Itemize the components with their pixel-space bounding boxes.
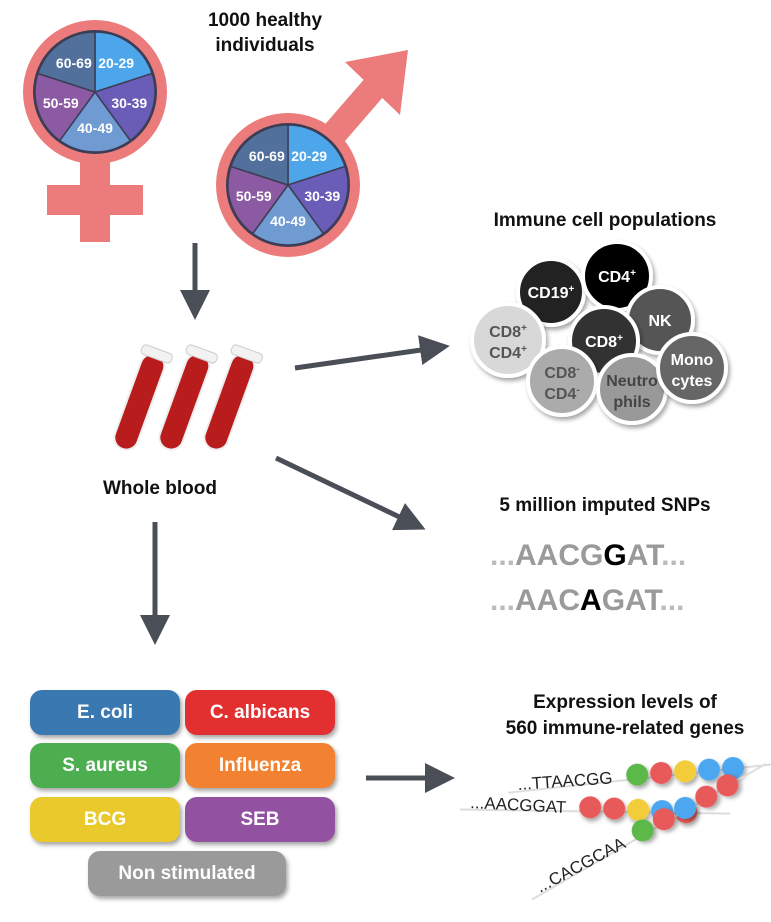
cell-label: CD8+ [585,333,623,351]
expression-bead [674,760,697,783]
expression-title: Expression levels of 560 immune-related g… [505,692,745,739]
cell-population: CD8- CD4- [526,345,598,417]
cell-label: NK [648,313,672,330]
arrow-blood-to-cells [294,335,450,371]
stimulus-s-aureus: S. aureus [30,743,180,788]
gene-strand: ...TTAACGG [508,756,771,794]
male-age-label: 40-49 [270,213,306,229]
gene-sequence: ...CACGCAA [533,833,629,896]
male-pie-slice [286,165,349,235]
female-age-label: 40-49 [77,120,113,136]
stimulus-seb: SEB [185,797,335,842]
immune-cells-title: Immune cell populations [493,210,717,231]
expression-bead [650,761,673,784]
cell-population: CD19+ [516,257,586,327]
whole-blood-label: Whole blood [103,478,217,499]
female-pie-slice [93,72,156,142]
gene-sequence: ...TTAACGG [517,768,613,794]
female-pie-slice [36,31,96,94]
cell-label: CD4+ [598,268,636,286]
expression-bead [631,819,654,842]
cell-label: CD8- [544,364,579,382]
cell-label: CD8+ [489,323,527,341]
stimulus-non-stimulated: Non stimulated [88,851,286,896]
expression-bead [716,774,739,797]
female-age-label: 50-59 [43,95,79,111]
expression-bead [674,796,697,819]
expression-bead [603,797,626,820]
female-age-label: 30-39 [111,95,147,111]
cell-label: CD19+ [528,284,575,302]
expression-bead [698,758,721,781]
expression-bead [652,808,675,831]
cell-label: CD4- [544,385,579,403]
snp-sequence-2: ...AACAGAT... [490,584,684,617]
female-age-label: 20-29 [98,55,134,71]
male-pie-slice [287,124,347,187]
female-pie-slice [58,90,132,153]
snps-title: 5 million imputed SNPs [499,495,711,516]
male-symbol-icon: 20-29 30-39 40-49 50-59 60-69 [216,50,408,257]
expression-bead [721,756,744,779]
expression-bead [626,763,649,786]
male-age-label: 60-69 [249,148,285,164]
female-age-label: 60-69 [56,55,92,71]
cell-label: cytes [672,373,713,390]
male-age-label: 50-59 [236,188,272,204]
cell-label: Mono [671,352,714,369]
expression-bead [695,785,718,808]
snp-sequence-1: ...AACGGAT... [490,539,686,572]
cell-label: Neutro [606,373,658,390]
stimulus-c-albicans: C. albicans [185,690,335,735]
cell-population: CD8+ CD4+ [470,302,546,378]
female-pie-slice [94,31,154,94]
blood-tubes-icon [113,344,263,451]
male-age-label: 20-29 [291,148,327,164]
stimulus-bcg: BCG [30,797,180,842]
female-pie-slice [34,72,97,142]
cell-label: CD4+ [489,344,527,362]
female-symbol-icon: 20-29 30-39 40-49 50-59 60-69 [23,20,167,242]
arrow-blood-to-snps [274,455,426,531]
stimulus-e-coli: E. coli [30,690,180,735]
expression-bead [627,798,650,821]
stimulus-influenza: Influenza [185,743,335,788]
cohort-title: 1000 healthy individuals [207,10,323,56]
male-pie-slice [251,183,325,246]
gene-sequence: ...AACGGAT [470,793,567,817]
cell-label: phils [613,394,650,411]
male-age-label: 30-39 [304,188,340,204]
male-pie-slice [227,165,290,235]
cell-population: Neutro phils [596,353,668,425]
male-pie-slice [229,124,289,187]
expression-bead [579,796,602,819]
cell-population: Mono cytes [656,332,728,404]
